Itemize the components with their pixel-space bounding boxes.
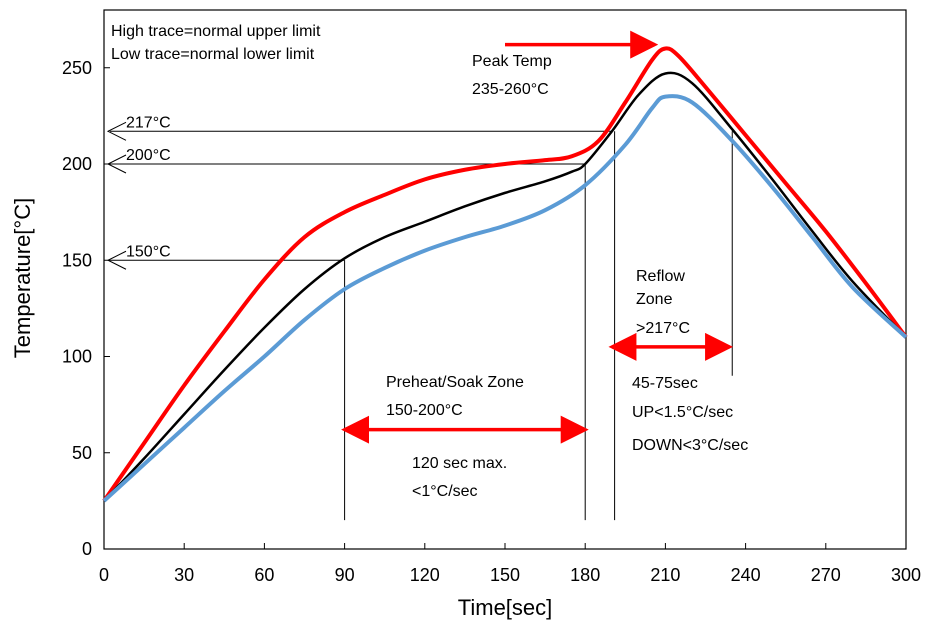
y-tick-label: 150 [62, 250, 92, 270]
tick-labels: 0 30 60 90 120 150 180 210 240 270 300 0 50 100 150 200… [62, 58, 921, 585]
legend-note-line-1: High trace=normal upper limit [111, 23, 321, 40]
legend-note-line-2: Low trace=normal lower limit [111, 46, 315, 63]
preheat-zone-title: Preheat/Soak Zone [386, 374, 524, 391]
reflow-zone-line2: Zone [636, 291, 673, 308]
x-tick-label: 270 [811, 565, 841, 585]
preheat-rate: <1°C/sec [412, 483, 478, 500]
reference-arrowhead [106, 121, 127, 141]
x-axis-title: Time[sec] [458, 595, 553, 620]
y-axis-title: Temperature[°C] [10, 198, 35, 358]
peak-temp-title: Peak Temp [472, 53, 552, 70]
reflow-ramp-up: UP<1.5°C/sec [632, 404, 733, 421]
preheat-zone-range: 150-200°C [386, 402, 463, 419]
x-tick-label: 90 [335, 565, 355, 585]
x-tick-label: 0 [99, 565, 109, 585]
lower-limit-trace [102, 94, 908, 503]
x-tick-label: 210 [650, 565, 680, 585]
preheat-time: 120 sec max. [412, 455, 507, 472]
reference-label: 217°C [126, 114, 171, 131]
x-tick-label: 180 [570, 565, 600, 585]
upper-limit-trace [102, 46, 908, 503]
y-tick-label: 200 [62, 154, 92, 174]
x-tick-label: 30 [174, 565, 194, 585]
peak-temp-range: 235-260°C [472, 81, 549, 98]
arrows-group [341, 30, 734, 444]
x-tick-label: 60 [254, 565, 274, 585]
y-tick-label: 0 [82, 539, 92, 559]
y-tick-label: 100 [62, 347, 92, 367]
series-group [102, 46, 908, 503]
nominal-trace [103, 71, 907, 502]
reference-lines: 217°C 200°C 150°C [106, 114, 612, 270]
reflow-zone-line1: Reflow [636, 268, 685, 285]
zone-lines [344, 131, 733, 521]
reference-label: 150°C [126, 243, 171, 260]
reference-label: 200°C [126, 147, 171, 164]
y-tick-label: 50 [72, 443, 92, 463]
reflow-zone-temp: >217°C [636, 320, 690, 337]
y-tick-label: 250 [62, 58, 92, 78]
x-tick-label: 150 [490, 565, 520, 585]
x-tick-label: 240 [731, 565, 761, 585]
reflow-time: 45-75sec [632, 375, 698, 392]
reflow-ramp-down: DOWN<3°C/sec [632, 437, 748, 454]
x-tick-label: 300 [891, 565, 921, 585]
x-tick-label: 120 [410, 565, 440, 585]
